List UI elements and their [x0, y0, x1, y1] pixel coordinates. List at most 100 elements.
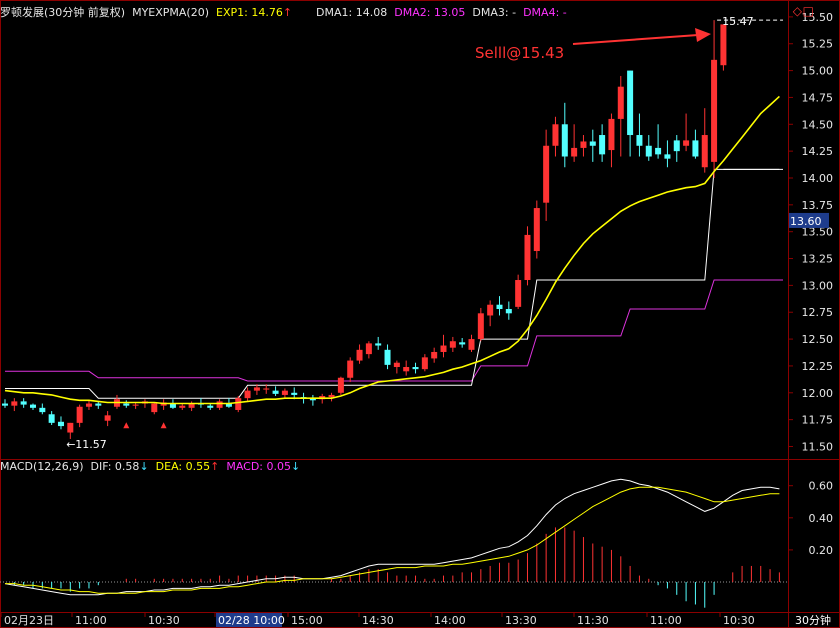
y-tick-label: 12.75	[802, 306, 834, 319]
candle-up	[281, 390, 288, 395]
y-tick-label: 13.00	[802, 279, 834, 292]
x-tick-label: 10:30	[723, 614, 755, 627]
candle-down	[496, 304, 503, 310]
candle-down	[95, 403, 102, 406]
candle-up	[403, 367, 410, 372]
x-tick-label: 11:00	[75, 614, 107, 627]
candle-down	[599, 135, 606, 155]
candle-up	[132, 404, 139, 406]
candle-down	[123, 403, 130, 406]
exp1-up-arrow-icon: ↑	[282, 6, 293, 19]
x-tick-label: 13:30	[505, 614, 537, 627]
candle-down	[692, 140, 699, 157]
candle-up	[151, 403, 158, 413]
period-button[interactable]: 30分钟	[795, 613, 831, 627]
candle-up	[188, 403, 195, 408]
candle-up	[440, 345, 447, 352]
candle-down	[459, 342, 466, 345]
signal-up-icon	[160, 422, 167, 429]
candle-up	[328, 394, 335, 398]
candle-up	[711, 59, 718, 162]
y-tick-label: 15.00	[802, 65, 834, 78]
candle-up	[683, 140, 690, 146]
candle-up	[76, 406, 83, 423]
candle-up	[235, 398, 242, 410]
candle-down	[627, 70, 634, 136]
candle-up	[85, 403, 92, 407]
candle-down	[384, 349, 391, 365]
macd-y-tick-label: 0.20	[809, 544, 834, 557]
candle-down	[39, 407, 46, 413]
macd-header: MACD(12,26,9) DIF: 0.58↓ DEA: 0.55↑ MACD: 0…	[0, 460, 300, 474]
stock-title: 罗顿发展(30分钟 前复权)	[0, 6, 126, 19]
dea-line	[5, 486, 780, 594]
candle-down	[29, 404, 36, 408]
candle-up	[468, 339, 475, 350]
dea-value: DEA: 0.55	[155, 460, 211, 473]
candle-up	[477, 313, 484, 340]
candle-up	[552, 124, 559, 146]
diamond-icon[interactable]: ◇	[792, 4, 802, 18]
y-tick-label: 14.50	[802, 118, 834, 131]
candle-down	[561, 124, 568, 157]
candle-up	[365, 343, 372, 355]
candle-up	[253, 387, 260, 391]
candle-down	[57, 421, 64, 427]
y-tick-label: 15.50	[802, 11, 834, 24]
square-icon[interactable]: □	[802, 4, 814, 18]
candle-up	[449, 341, 456, 348]
y-tick-label: 11.50	[802, 440, 834, 453]
candle-up	[421, 357, 428, 370]
macd-down-arrow-icon: ↓	[291, 460, 301, 473]
candle-up	[356, 349, 363, 361]
sell-annotation: Selll@15.43	[475, 44, 564, 62]
y-tick-label: 11.75	[802, 414, 834, 427]
main-chart-header: 罗顿发展(30分钟 前复权) MYEXPMA(20) EXP1: 14.76↑ DMA…	[0, 6, 567, 20]
candle-up	[263, 388, 270, 390]
candle-down	[225, 403, 232, 407]
dif-down-arrow-icon: ↓	[139, 460, 149, 473]
candle-up	[431, 351, 438, 359]
candle-up	[337, 377, 344, 393]
candle-down	[664, 154, 671, 159]
date-highlight	[216, 613, 282, 627]
macd-title: MACD(12,26,9)	[0, 460, 84, 473]
macd-value: MACD: 0.05	[226, 460, 291, 473]
macd-y-tick-label: 0.40	[809, 512, 834, 525]
high-label: 15.47	[722, 15, 754, 28]
y-tick-label: 14.25	[802, 145, 834, 158]
dif-value: DIF: 0.58	[90, 460, 140, 473]
indicator-name: MYEXPMA(20)	[132, 6, 210, 19]
y-tick-label: 13.25	[802, 253, 834, 266]
dma1-line	[5, 168, 780, 399]
y-tick-label: 13.50	[802, 226, 834, 239]
candle-down	[309, 398, 316, 401]
x-tick-label: 11:00	[650, 614, 682, 627]
candle-up	[244, 390, 251, 399]
candle-down	[412, 367, 419, 370]
candle-down	[20, 401, 27, 405]
x-tick-label: 11:30	[577, 614, 609, 627]
candle-up	[701, 135, 708, 168]
dma4-value: DMA4: -	[523, 6, 567, 19]
candle-down	[207, 405, 214, 408]
signal-up-icon	[123, 422, 130, 429]
candle-down	[655, 147, 662, 155]
candle-up	[515, 280, 522, 307]
candle-up	[543, 145, 550, 203]
x-tick-label: 10:30	[148, 614, 180, 627]
y-tick-label: 13.75	[802, 199, 834, 212]
y-tick-label: 12.25	[802, 360, 834, 373]
candle-up	[533, 208, 540, 252]
y-tick-label: 15.25	[802, 38, 834, 51]
y-tick-label: 14.75	[802, 91, 834, 104]
y-tick-label: 12.00	[802, 387, 834, 400]
candle-down	[645, 145, 652, 157]
low-label: 11.57	[75, 438, 107, 451]
y-tick-label: 14.00	[802, 172, 834, 185]
candle-down	[2, 403, 8, 406]
candle-down	[589, 141, 596, 146]
period-button-bg[interactable]	[789, 613, 839, 627]
dma2-value: DMA2: 13.05	[394, 6, 466, 19]
